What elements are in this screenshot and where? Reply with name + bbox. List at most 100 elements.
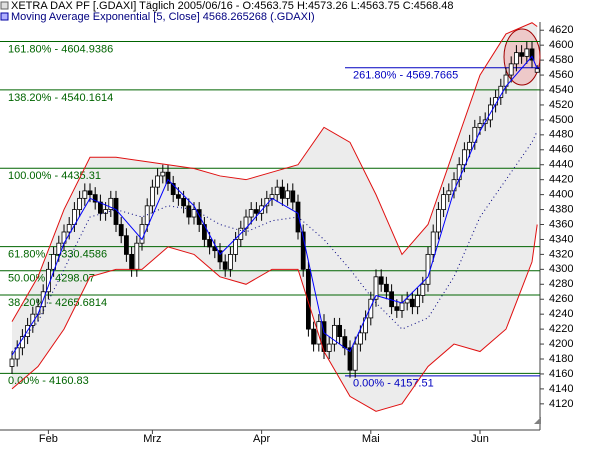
candle-body — [201, 224, 207, 240]
y-tick-label: 4480 — [549, 129, 573, 141]
candle-body — [155, 175, 161, 188]
fib-label: 0.00% - 4160.83 — [8, 375, 89, 387]
candle-body — [134, 242, 140, 270]
fib-label: 100.00% - 4435.31 — [8, 170, 101, 182]
candle-body — [305, 268, 311, 330]
candle-body — [404, 298, 410, 304]
fib-label: 138.20% - 4540.1614 — [8, 92, 113, 104]
candle-body — [430, 231, 436, 255]
fib-label: 38.20% - 4265.6814 — [8, 297, 107, 309]
candle-body — [227, 253, 233, 270]
candle-body — [160, 171, 166, 177]
candle-body — [420, 283, 426, 296]
candle-body — [51, 253, 56, 270]
y-tick-label: 4220 — [549, 323, 573, 335]
candle-body — [108, 197, 114, 210]
candle-body — [87, 190, 93, 196]
candle-body — [326, 343, 332, 352]
y-tick-label: 4120 — [549, 398, 573, 410]
candle-body — [207, 239, 213, 248]
candle-body — [519, 52, 524, 57]
candle-body — [477, 123, 483, 128]
candle-body — [368, 298, 374, 319]
band-layer — [12, 22, 538, 412]
candle-body — [129, 253, 135, 270]
y-tick-label: 4360 — [549, 218, 573, 230]
candle-body — [66, 224, 72, 233]
candle-body — [446, 190, 452, 196]
y-tick-label: 4500 — [549, 114, 573, 126]
candle-body — [378, 276, 384, 285]
y-tick-label: 4600 — [549, 39, 573, 51]
y-tick-label: 4460 — [549, 144, 573, 156]
y-tick-label: 4180 — [549, 353, 573, 365]
candle-body — [425, 253, 431, 285]
candle-body — [186, 205, 192, 218]
y-tick-label: 4200 — [549, 338, 573, 350]
candle-body — [337, 324, 343, 337]
candle-body — [451, 179, 457, 192]
candle-body — [347, 347, 353, 371]
candle-body — [316, 321, 322, 345]
candle-body — [300, 231, 306, 270]
candle-body — [441, 194, 447, 210]
candle-body — [165, 171, 171, 184]
candle-body — [274, 186, 280, 196]
candle-body — [149, 186, 155, 207]
y-tick-label: 4260 — [549, 293, 573, 305]
fib-label: 161.80% - 4604.9386 — [8, 43, 113, 55]
chart-subtitle: Moving Average Exponential [5, Close] 45… — [11, 11, 315, 23]
candle-body — [415, 295, 421, 308]
candle-body — [352, 343, 358, 371]
candle-body — [103, 209, 108, 214]
y-tick-label: 4440 — [549, 159, 573, 171]
x-tick-label: Mrz — [143, 433, 161, 445]
candle-body — [191, 209, 197, 218]
y-tick-label: 4400 — [549, 189, 573, 201]
candle-body — [175, 194, 181, 199]
candle-body — [467, 141, 473, 151]
candle-body — [529, 48, 535, 61]
y-tick-label: 4420 — [549, 174, 573, 186]
candle-body — [279, 186, 285, 199]
y-tick-label: 4560 — [549, 69, 573, 81]
candle-body — [248, 209, 254, 218]
y-tick-label: 4380 — [549, 203, 573, 215]
candle-body — [399, 302, 405, 311]
candle-body — [217, 250, 223, 263]
candle-body — [82, 190, 88, 199]
candle-body — [181, 197, 187, 207]
symbol-icon — [0, 1, 9, 10]
y-tick-label: 4160 — [549, 368, 573, 380]
y-tick-label: 4620 — [549, 24, 573, 36]
y-tick-label: 4580 — [549, 54, 573, 66]
candle-body — [383, 283, 389, 293]
y-tick-label: 4320 — [549, 248, 573, 260]
candle-body — [514, 52, 519, 65]
y-tick-label: 4240 — [549, 308, 573, 320]
candle-body — [290, 190, 296, 203]
candle-body — [56, 242, 62, 255]
candle-body — [139, 224, 145, 244]
series-line — [11, 55, 538, 356]
y-tick-label: 4300 — [549, 263, 573, 275]
fib-label: 261.80% - 4569.7665 — [353, 70, 458, 82]
series-line — [11, 22, 538, 322]
candle-body — [77, 197, 82, 210]
x-tick-label: Apr — [253, 433, 270, 445]
x-tick-label: Mai — [362, 433, 380, 445]
candle-body — [222, 261, 228, 270]
y-tick-label: 4280 — [549, 278, 573, 290]
candle-body — [524, 48, 530, 57]
series-line — [11, 224, 538, 412]
candle-body — [456, 164, 462, 181]
candle-body — [98, 201, 103, 214]
band-fill — [12, 22, 538, 412]
candle-body — [409, 298, 415, 308]
candle-body — [196, 209, 202, 225]
x-tick-label: Feb — [39, 433, 58, 445]
candle-body — [357, 332, 363, 345]
candle-body — [170, 183, 176, 196]
candle-body — [534, 68, 540, 73]
